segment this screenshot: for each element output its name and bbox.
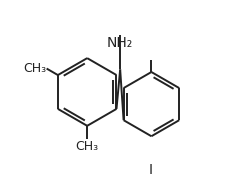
Text: I: I bbox=[149, 163, 153, 177]
Text: NH₂: NH₂ bbox=[107, 36, 133, 50]
Text: CH₃: CH₃ bbox=[76, 140, 99, 153]
Text: CH₃: CH₃ bbox=[23, 62, 47, 75]
